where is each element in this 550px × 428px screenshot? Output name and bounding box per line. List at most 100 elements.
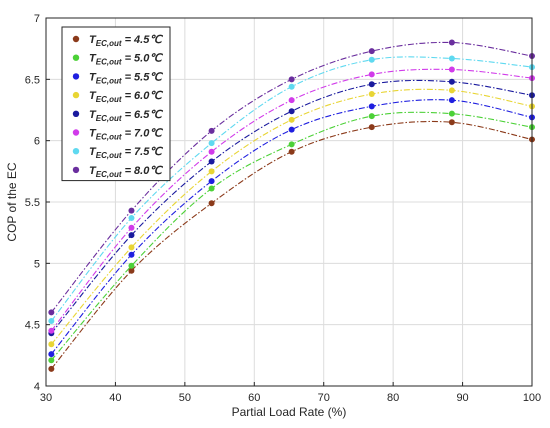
series-7 [48,39,535,316]
data-point [368,124,375,131]
data-point [208,148,215,155]
x-tick-label: 100 [523,392,541,404]
legend-label: TEC,out = 7.0℃ [89,128,163,142]
data-point [288,97,295,104]
legend-item: TEC,out = 5.5℃ [72,71,163,85]
data-point [128,251,135,258]
legend-label: TEC,out = 6.0℃ [89,90,163,104]
legend-marker [72,129,80,136]
data-point [368,103,375,110]
data-point [128,224,135,231]
data-point [208,140,215,147]
legend-item: TEC,out = 4.5℃ [72,34,163,48]
data-point [208,185,215,192]
series-1 [48,110,535,364]
x-tick-label: 60 [248,392,260,404]
data-point [128,244,135,251]
data-point [288,108,295,115]
x-tick-label: 90 [456,392,468,404]
y-tick-label: 5.5 [25,197,40,209]
legend: TEC,out = 4.5℃ TEC,out = 5.0℃ TEC,out = 5.… [61,26,171,182]
data-point [128,267,135,274]
legend-marker [72,91,80,99]
data-point [128,232,135,239]
legend-item: TEC,out = 6.5℃ [72,109,163,123]
legend-marker [72,166,80,174]
series-line [50,56,533,322]
x-tick-label: 80 [387,392,399,404]
x-tick-label: 50 [179,392,191,404]
legend-marker [72,73,80,80]
legend-marker [72,110,80,118]
series-2 [48,97,535,358]
data-point [368,71,375,78]
data-point [48,309,55,316]
data-point [128,262,135,269]
legend-marker [72,54,80,61]
y-tick-label: 5 [34,258,40,270]
data-point [48,341,55,348]
data-point [208,158,215,165]
data-point [448,119,455,126]
x-tick-label: 30 [40,392,52,404]
data-point [368,113,375,120]
legend-label: TEC,out = 6.5℃ [89,109,163,123]
axes [45,17,533,387]
data-point [448,66,455,73]
data-point [288,126,295,133]
series-6 [48,55,535,324]
y-tick-label: 6 [34,136,40,148]
data-point [48,317,55,324]
legend-item: TEC,out = 8.0℃ [72,165,163,179]
legend-marker [72,35,80,43]
x-tick-label: 40 [109,392,121,404]
data-point [208,178,215,185]
x-tick-label: 70 [318,392,330,404]
legend-label: TEC,out = 5.5℃ [89,71,163,85]
data-point [448,97,455,104]
series-4 [48,78,535,337]
legend-item: TEC,out = 7.0℃ [72,128,163,142]
y-tick-label: 7 [34,13,40,25]
data-point [288,141,295,148]
data-point [208,168,215,175]
legend-item: TEC,out = 5.0℃ [72,53,163,67]
data-point [208,200,215,207]
series-3 [48,87,535,348]
legend-box [61,26,171,182]
data-point [288,116,295,123]
data-point [448,110,455,117]
data-point [368,56,375,63]
data-point [368,48,375,55]
data-point [368,81,375,88]
y-tick-label: 6.5 [25,74,40,86]
data-point [48,357,55,364]
y-tick-label: 4 [34,381,40,393]
data-point [48,365,55,372]
data-point [48,327,55,334]
data-point [368,91,375,98]
data-point [448,87,455,94]
tick-labels: 30 40 50 60 70 80 90 100 4 4.5 5 5.5 6 6.5 7 [25,13,541,404]
series-layer [48,39,535,372]
legend-label: TEC,out = 5.0℃ [89,53,163,67]
y-axis-label: COP of the EC [5,162,19,241]
data-point [448,55,455,62]
legend-label: TEC,out = 8.0℃ [89,165,163,179]
data-point [288,83,295,90]
data-point [288,148,295,155]
x-axis-label: Partial Load Rate (%) [232,405,347,419]
data-point [48,351,55,358]
data-point [448,78,455,85]
data-point [288,76,295,83]
data-point [208,127,215,134]
data-point [128,207,135,214]
legend-label: TEC,out = 4.5℃ [89,34,163,48]
plot-frame [45,17,533,387]
legend-marker [72,148,80,155]
data-point [448,39,455,46]
series-0 [48,119,535,372]
legend-label: TEC,out = 7.5℃ [89,146,163,160]
y-tick-label: 4.5 [25,320,40,332]
